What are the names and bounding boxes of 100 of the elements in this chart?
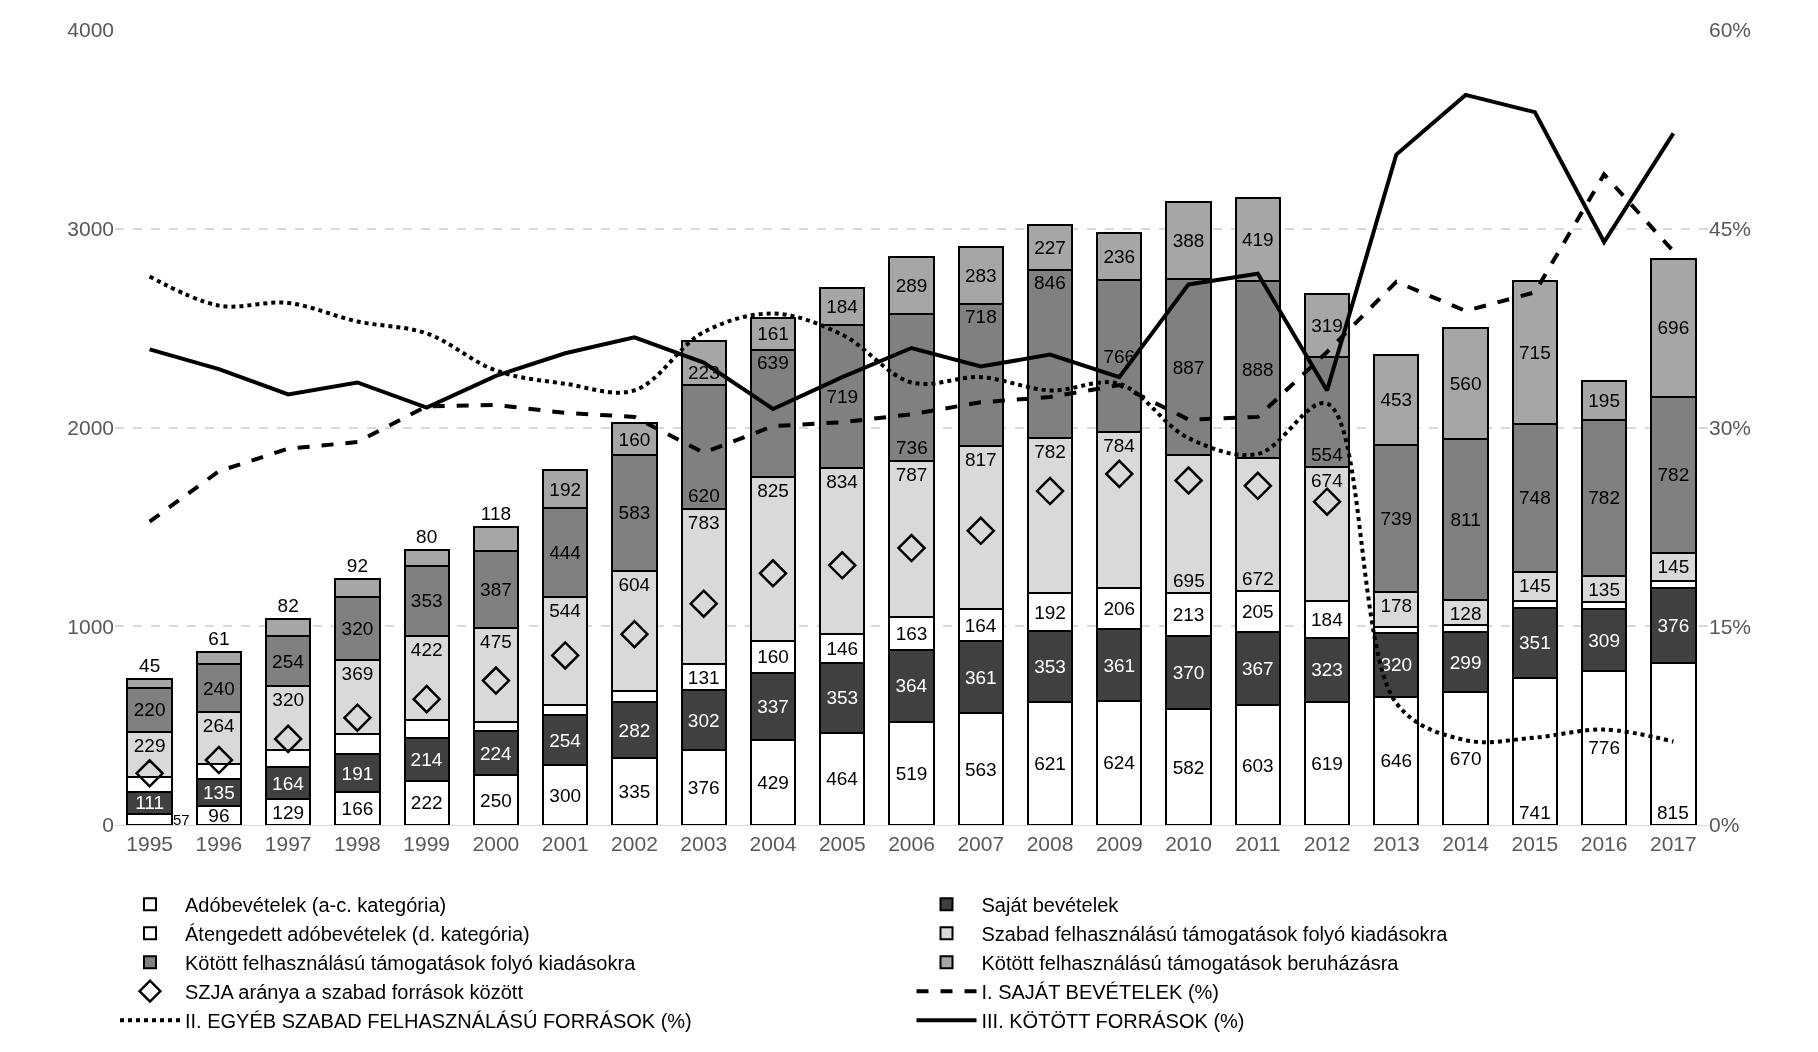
point (897, 533, 926, 563)
point (412, 684, 441, 714)
data-label: 236 (1103, 246, 1136, 268)
data-label: 220 (133, 699, 166, 721)
data-label: 135 (1588, 578, 1620, 600)
data-label: 464 (826, 768, 859, 790)
y-tick-label: 3000 (67, 217, 114, 241)
x-tick-label: 2012 (1303, 832, 1351, 856)
x-tick-label: 2005 (818, 832, 866, 856)
x-tick-label: 1996 (195, 832, 243, 856)
y-tick-label: 0 (102, 813, 114, 837)
y-tick-label: 4000 (67, 18, 114, 42)
data-label: 888 (1241, 359, 1274, 381)
data-label: 161 (757, 323, 789, 345)
x-tick-label: 1997 (264, 832, 312, 856)
data-label: 825 (757, 479, 789, 501)
data-label: 583 (618, 502, 651, 524)
data-label: 264 (202, 714, 235, 736)
legend-label: Adóbevételek (a-c. kategória) (185, 893, 447, 916)
data-label: 320 (341, 618, 374, 640)
x-tick-label: 2007 (957, 832, 1005, 856)
data-label: 817 (964, 449, 997, 471)
data-label: 429 (757, 771, 789, 793)
data-label: 299 (1449, 651, 1482, 673)
data-label: 213 (1172, 604, 1205, 626)
point (1312, 487, 1342, 516)
point (1035, 476, 1065, 506)
data-label: 319 (1311, 314, 1343, 336)
point (966, 516, 996, 546)
data-label: 388 (1172, 229, 1205, 251)
data-label: 815 (1657, 802, 1689, 823)
legend-label: Kötött felhasználású támogatások beruházásra (981, 951, 1400, 974)
data-label: 782 (1034, 440, 1066, 462)
data-label: 369 (341, 663, 374, 685)
data-label: 353 (410, 590, 443, 612)
data-label: 748 (1518, 487, 1551, 509)
data-label: 229 (133, 734, 166, 756)
data-label: 146 (826, 637, 859, 659)
point (1105, 459, 1134, 489)
data-label: 135 (203, 782, 235, 804)
data-label: 361 (964, 666, 997, 688)
y2-tick-label: 30% (1709, 415, 1752, 439)
data-label: 178 (1380, 594, 1413, 616)
point (758, 559, 788, 588)
data-label: 163 (895, 622, 928, 644)
x-tick-label: 2017 (1650, 832, 1697, 856)
data-label: 834 (826, 470, 859, 492)
data-label: 353 (1034, 656, 1066, 677)
data-label: 715 (1518, 341, 1551, 363)
data-label: 184 (1311, 608, 1344, 630)
point (343, 703, 372, 732)
data-label: 719 (826, 385, 859, 407)
x-tick-label: 1999 (403, 832, 451, 856)
y-tick-label: 2000 (67, 415, 114, 439)
data-label: 160 (757, 646, 789, 668)
data-label: 129 (272, 801, 305, 823)
data-label: 82 (277, 595, 299, 617)
legend-label: SZJA aránya a szabad források között (185, 980, 524, 1003)
x-tick-label: 2004 (749, 832, 797, 856)
data-label: 603 (1241, 754, 1274, 776)
data-label: 560 (1449, 372, 1482, 394)
data-label: 184 (826, 296, 859, 318)
x-tick-label: 2006 (888, 832, 935, 856)
data-label: 670 (1449, 747, 1482, 769)
x-tick-label: 2002 (611, 832, 658, 856)
x-tick-label: 1995 (126, 832, 173, 856)
x-tick-label: 2014 (1442, 832, 1490, 856)
data-label: 621 (1034, 752, 1066, 774)
data-label: 300 (549, 784, 582, 806)
point (1174, 466, 1203, 495)
legend-label: III. KÖTÖTT FORRÁSOK (%) (981, 1009, 1245, 1032)
legend-label: Átengedett adóbevételek (d. kategória) (185, 922, 530, 945)
data-label: 370 (1172, 662, 1205, 684)
data-label: 206 (1103, 598, 1136, 620)
data-label: 554 (1311, 444, 1344, 465)
y2-tick-label: 45% (1709, 217, 1752, 241)
y-tick-label: 1000 (67, 614, 114, 638)
data-label: 563 (964, 758, 997, 780)
data-label: 619 (1311, 752, 1343, 774)
legend-label: Saját bevételek (981, 893, 1120, 916)
point (204, 745, 234, 775)
data-label: 205 (1241, 601, 1274, 623)
data-label: 387 (480, 578, 512, 600)
data-label: 604 (618, 573, 651, 595)
data-label: 422 (410, 638, 443, 660)
data-label: 782 (1657, 464, 1690, 486)
data-label: 192 (549, 478, 582, 500)
x-tick-label: 2009 (1095, 832, 1143, 856)
data-label: 776 (1588, 737, 1620, 759)
data-label: 782 (1588, 487, 1620, 509)
data-label: 92 (346, 554, 368, 576)
legend-label: Kötött felhasználású támogatások folyó kiadásokra (185, 951, 637, 974)
data-label: 118 (480, 503, 512, 525)
data-label: 674 (1311, 470, 1344, 492)
data-label: 61 (208, 628, 230, 650)
data-label: 214 (410, 749, 443, 771)
data-label: 222 (410, 792, 443, 814)
data-label: 309 (1588, 629, 1620, 651)
data-label: 419 (1241, 229, 1274, 251)
data-label: 736 (896, 437, 928, 458)
